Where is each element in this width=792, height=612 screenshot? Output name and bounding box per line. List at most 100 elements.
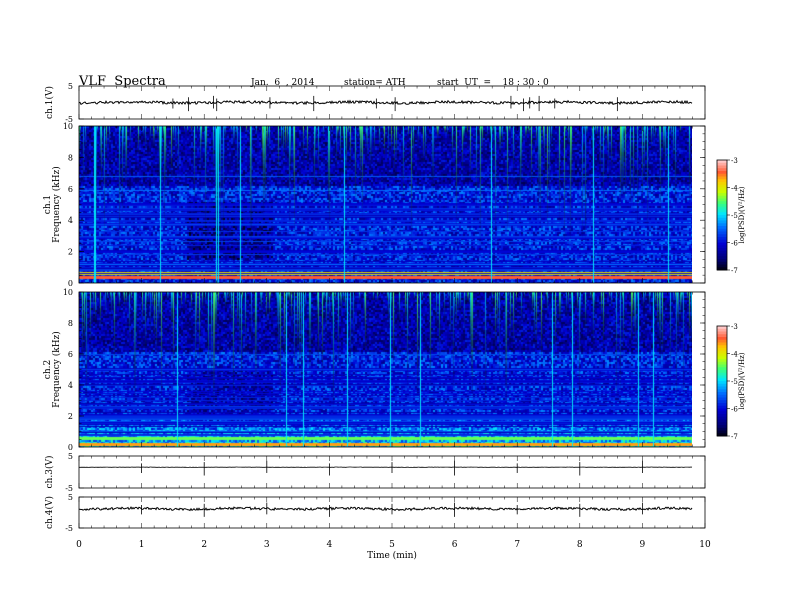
colorbar-cell <box>717 182 727 186</box>
colorbar-cell <box>717 367 727 371</box>
colorbar-cell <box>717 239 727 243</box>
y-tick-label: 0 <box>68 279 73 288</box>
colorbar-tick-label: -4 <box>731 351 738 359</box>
colorbar-cell <box>717 383 727 387</box>
colorbar-cell <box>717 165 727 169</box>
colorbar-cell <box>717 256 727 260</box>
y-tick-label: -5 <box>65 524 73 533</box>
y-tick-label: 10 <box>63 122 73 131</box>
colorbar-cell <box>717 350 727 354</box>
colorbar-label: log(PSD)(V²/Hz) <box>738 186 746 243</box>
spectrogram-ch2-spectrogram <box>79 292 692 447</box>
colorbar-cell <box>717 381 727 385</box>
colorbar-cell <box>717 173 727 177</box>
colorbar-cell <box>717 342 727 346</box>
colorbar-cell <box>717 400 727 404</box>
colorbar-cell <box>717 215 727 219</box>
colorbar-cell <box>717 403 727 407</box>
ch1-voltage-ylabel: ch.1(V) <box>44 86 55 119</box>
colorbar-cell <box>717 237 727 241</box>
y-tick-label: 10 <box>63 288 73 297</box>
colorbar-cell <box>717 361 727 365</box>
colorbar-cell <box>717 334 727 338</box>
colorbar-cell <box>717 394 727 398</box>
colorbar-cell <box>717 430 727 434</box>
colorbar-cell <box>717 386 727 390</box>
date-label: Jan. 6 , 2014 <box>251 78 315 88</box>
colorbar-label: log(PSD)(V²/Hz) <box>738 352 746 409</box>
y-tick-label: 2 <box>68 412 73 421</box>
colorbar-cell <box>717 372 727 376</box>
ch2-spectrogram-ylabel: Frequency (kHz) <box>51 331 62 408</box>
colorbar-cell <box>717 364 727 368</box>
y-tick-label: 2 <box>68 248 73 257</box>
colorbar-cell <box>717 378 727 382</box>
colorbar-cell <box>717 250 727 254</box>
ch4-voltage-ylabel: ch.4(V) <box>44 496 55 529</box>
y-tick-label: 5 <box>68 452 73 461</box>
y-tick-label: 4 <box>68 381 73 390</box>
colorbar-tick-label: -6 <box>731 240 738 248</box>
x-tick-label: 0 <box>76 540 82 550</box>
y-tick-label: 6 <box>68 350 73 359</box>
colorbar-cell <box>717 245 727 249</box>
station-label: station= ATH <box>344 78 406 88</box>
y-tick-label: -5 <box>65 484 73 493</box>
colorbar-cell <box>717 226 727 230</box>
colorbar-cell <box>717 168 727 172</box>
colorbar-cell <box>717 425 727 429</box>
colorbar-cell <box>717 223 727 227</box>
colorbar-cell <box>717 389 727 393</box>
colorbar-cell <box>717 234 727 238</box>
colorbar-cell <box>717 217 727 221</box>
ch1-voltage-trace <box>78 99 693 106</box>
colorbar-cell <box>717 433 727 437</box>
colorbar-cell <box>717 193 727 197</box>
y-tick-label: 0 <box>68 443 73 452</box>
y-tick-label: 5 <box>68 82 73 91</box>
colorbar-cell <box>717 171 727 175</box>
colorbar-tick-label: -7 <box>731 267 738 275</box>
colorbar-cell <box>717 419 727 423</box>
colorbar-tick-label: -3 <box>731 323 738 331</box>
ch3-voltage-ylabel: ch.3(V) <box>44 456 55 489</box>
colorbar-cell <box>717 326 727 330</box>
colorbar-tick-label: -5 <box>731 212 738 220</box>
spectrogram-ch1-spectrogram <box>79 126 692 283</box>
colorbar-cell <box>717 242 727 246</box>
x-tick-label: 6 <box>452 540 458 550</box>
colorbar-cell <box>717 408 727 412</box>
colorbar-cell <box>717 370 727 374</box>
colorbar-cell <box>717 345 727 349</box>
y-tick-label: 5 <box>68 493 73 502</box>
colorbar-cell <box>717 339 727 343</box>
colorbar-tick-label: -4 <box>731 185 738 193</box>
colorbar-cell <box>717 190 727 194</box>
colorbar-cell <box>717 414 727 418</box>
colorbar-cell <box>717 259 727 263</box>
y-tick-label: -5 <box>65 115 73 124</box>
colorbar-cell <box>717 405 727 409</box>
colorbar-cell <box>717 397 727 401</box>
colorbar-cell <box>717 198 727 202</box>
x-tick-label: 3 <box>264 540 270 550</box>
ch2-spectrogram-channel-label: ch.2 <box>43 360 53 379</box>
start-ut-label: start UT = 18 : 30 : 0 <box>437 78 549 88</box>
ch4-voltage-trace <box>78 506 693 512</box>
colorbar-cell <box>717 209 727 213</box>
colorbar-tick-label: -5 <box>731 378 738 386</box>
colorbar-cell <box>717 264 727 268</box>
x-axis-label: Time (min) <box>367 550 417 561</box>
colorbar-cell <box>717 331 727 335</box>
colorbar-cell <box>717 261 727 265</box>
x-tick-label: 4 <box>327 540 333 550</box>
colorbar-cell <box>717 162 727 166</box>
figure-title: VLF Spectra <box>79 74 166 89</box>
x-tick-label: 2 <box>201 540 207 550</box>
y-tick-label: 8 <box>68 319 73 328</box>
y-tick-label: 4 <box>68 216 73 225</box>
x-tick-label: 9 <box>640 540 646 550</box>
colorbar-cell <box>717 248 727 252</box>
